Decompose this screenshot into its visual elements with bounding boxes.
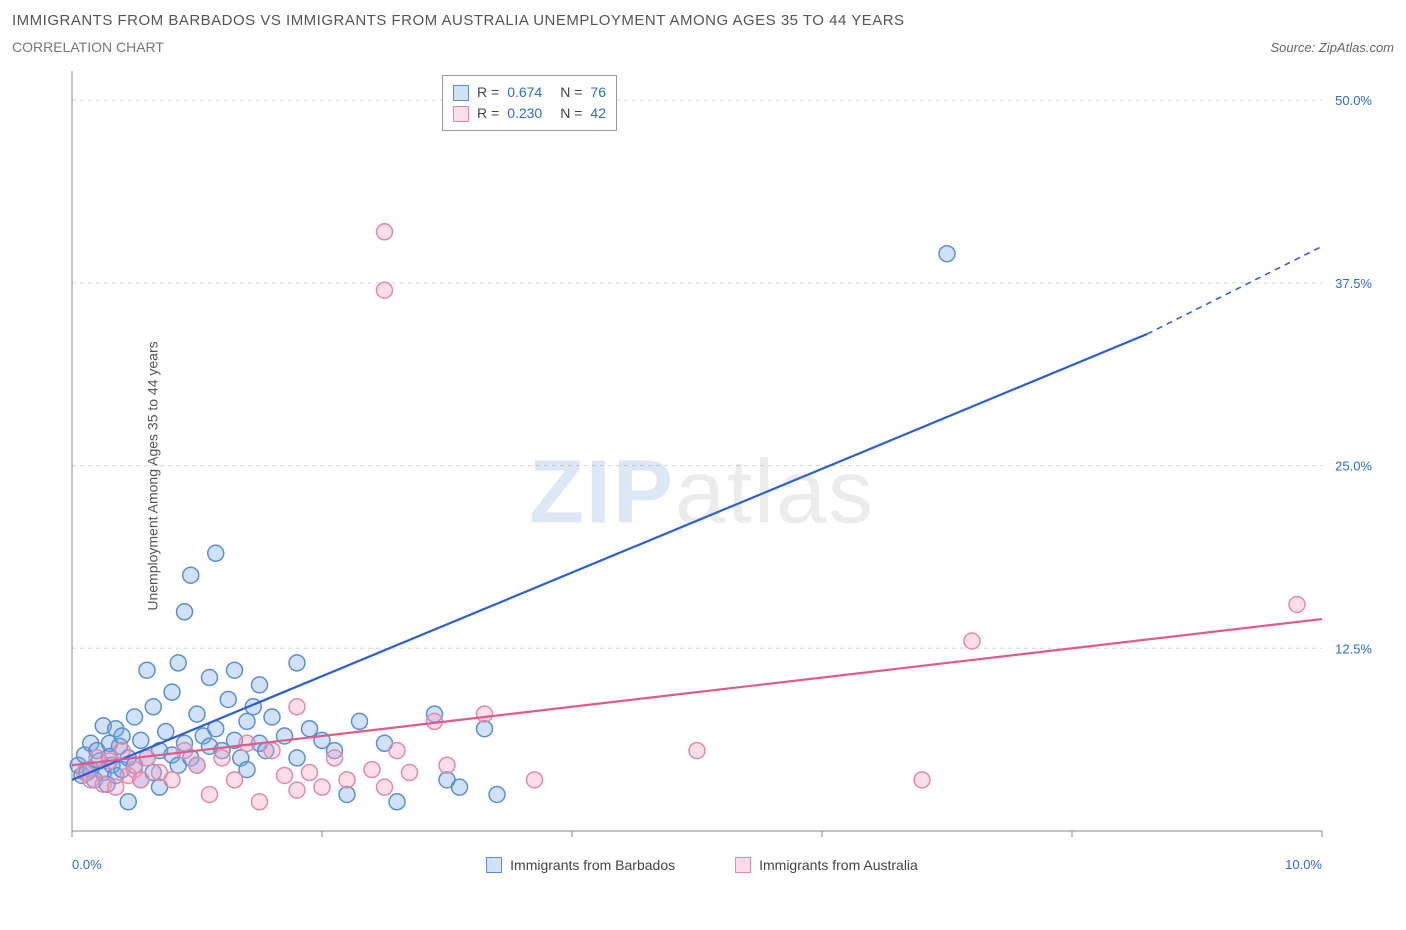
n-value: 76 [590, 82, 606, 103]
r-label: R = [477, 103, 499, 124]
chart-title: IMMIGRANTS FROM BARBADOS VS IMMIGRANTS F… [12, 12, 1394, 29]
legend-item-australia: Immigrants from Australia [735, 857, 918, 873]
series-legend: Immigrants from Barbados Immigrants from … [12, 857, 1392, 873]
swatch-icon [453, 106, 469, 122]
n-label: N = [560, 103, 582, 124]
correlation-stats-box: R = 0.674 N = 76 R = 0.230 N = 42 [442, 75, 617, 131]
chart-container: Unemployment Among Ages 35 to 44 years 1… [12, 61, 1392, 891]
swatch-icon [735, 857, 751, 873]
subtitle-row: CORRELATION CHART Source: ZipAtlas.com [12, 39, 1394, 55]
n-value: 42 [590, 103, 606, 124]
stats-row-australia: R = 0.230 N = 42 [453, 103, 606, 124]
legend-label: Immigrants from Australia [759, 857, 918, 873]
svg-text:25.0%: 25.0% [1335, 459, 1372, 474]
svg-text:37.5%: 37.5% [1335, 276, 1372, 291]
swatch-icon [453, 85, 469, 101]
legend-label: Immigrants from Barbados [510, 857, 675, 873]
svg-text:12.5%: 12.5% [1335, 641, 1372, 656]
swatch-icon [486, 857, 502, 873]
n-label: N = [560, 82, 582, 103]
stats-row-barbados: R = 0.674 N = 76 [453, 82, 606, 103]
r-label: R = [477, 82, 499, 103]
r-value: 0.674 [507, 82, 542, 103]
r-value: 0.230 [507, 103, 542, 124]
legend-item-barbados: Immigrants from Barbados [486, 857, 675, 873]
chart-subtitle: CORRELATION CHART [12, 39, 164, 55]
source-attribution: Source: ZipAtlas.com [1270, 40, 1394, 55]
svg-text:50.0%: 50.0% [1335, 93, 1372, 108]
scatter-plot-svg: 12.5%25.0%37.5%50.0%0.0%10.0% [12, 61, 1392, 891]
y-axis-label: Unemployment Among Ages 35 to 44 years [145, 341, 161, 610]
